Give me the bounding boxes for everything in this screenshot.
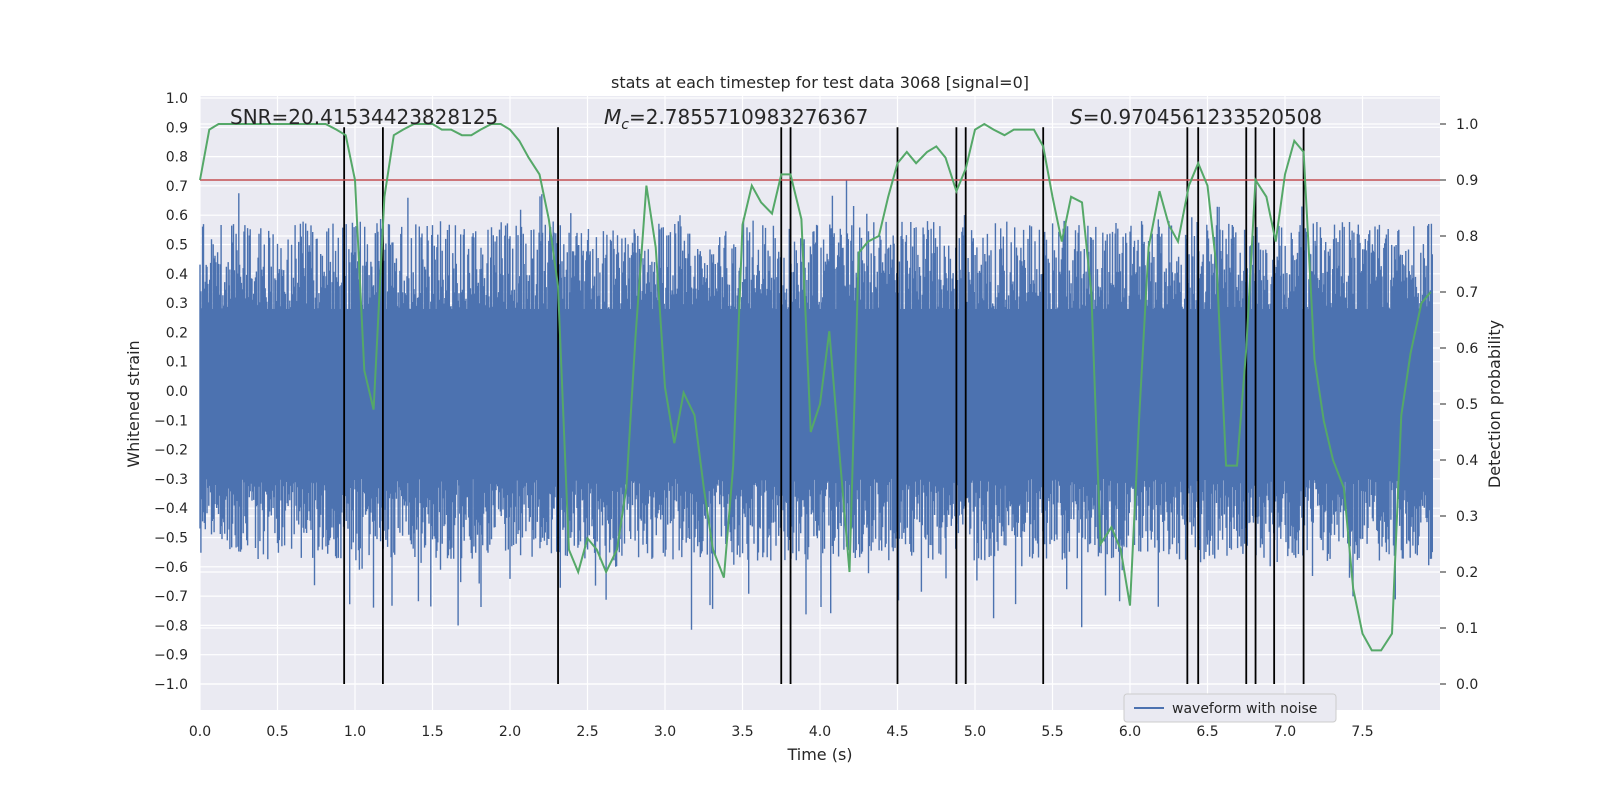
y-right-tick-label: 0.8 — [1456, 229, 1478, 245]
y-left-tick-label: 0.0 — [166, 384, 188, 400]
mc-subscript: c — [621, 117, 629, 133]
x-tick-label: 6.5 — [1196, 724, 1218, 740]
y-left-tick-label: −0.6 — [154, 560, 188, 576]
legend-box — [1123, 693, 1337, 723]
x-tick-label: 3.0 — [654, 724, 676, 740]
probability-series-line — [199, 122, 1432, 652]
y-left-tick-label: −0.5 — [154, 531, 188, 547]
x-tick-label: 1.0 — [344, 724, 366, 740]
y-left-tick-label: 0.1 — [166, 355, 188, 371]
x-tick-label: 5.5 — [1041, 724, 1063, 740]
y-right-tick-label: 0.0 — [1456, 677, 1478, 693]
y-right-tick-label: 0.2 — [1456, 565, 1478, 581]
y-right-tick-label: 0.4 — [1456, 453, 1478, 469]
y-right-tick-label: 0.5 — [1456, 397, 1478, 413]
y-right-tick-label: 0.6 — [1456, 341, 1478, 357]
y-right-tick-label: 1.0 — [1456, 117, 1478, 133]
y-right-axis-label: Detection probability — [1485, 320, 1504, 488]
y-left-tick-label: 0.9 — [166, 120, 188, 136]
y-left-tick-label: −0.4 — [154, 501, 188, 517]
legend: waveform with noise — [1123, 693, 1337, 723]
y-left-tick-label: 0.2 — [166, 325, 188, 341]
y-left-tick-label: 0.8 — [166, 150, 188, 166]
mc-value: =2.7855710983276367 — [629, 105, 868, 129]
y-right-tick-label: 0.9 — [1456, 173, 1478, 189]
waveform-series — [199, 180, 1433, 630]
y-left-tick-label: −0.2 — [154, 443, 188, 459]
y-left-tick-label: 1.0 — [166, 91, 188, 107]
mc-symbol: M — [604, 105, 621, 129]
y-left-axis-label: Whitened strain — [124, 340, 143, 467]
y-left-tick-label: 0.4 — [166, 267, 188, 283]
x-axis-ticks: 0.0 0.5 1.0 1.5 2.0 2.5 3.0 3.5 4.0 4.5 5.0 5.5 6.0 6… — [189, 724, 1374, 740]
y-left-tick-label: 0.3 — [166, 296, 188, 312]
x-tick-label: 2.5 — [576, 724, 598, 740]
y-left-tick-label: −0.7 — [154, 589, 188, 605]
y-left-tick-label: 0.6 — [166, 208, 188, 224]
y-left-tick-label: 0.7 — [166, 179, 188, 195]
snr-annotation: SNR=20.41534423828125 — [230, 105, 498, 129]
y-left-tick-label: 0.5 — [166, 238, 188, 254]
y-right-tick-label: 0.1 — [1456, 621, 1478, 637]
x-tick-label: 4.5 — [886, 724, 908, 740]
x-tick-label: 0.5 — [266, 724, 288, 740]
y-right-tick-label: 0.3 — [1456, 509, 1478, 525]
y-left-tick-label: −1.0 — [154, 677, 188, 693]
marker-lines — [343, 127, 1305, 684]
legend-label: waveform with noise — [1172, 701, 1317, 717]
x-tick-label: 7.0 — [1274, 724, 1296, 740]
s-value: =0.9704561233520508 — [1083, 105, 1322, 129]
x-tick-label: 1.5 — [421, 724, 443, 740]
y-left-tick-label: −0.9 — [154, 648, 188, 664]
mc-annotation: Mc=2.7855710983276367 — [604, 105, 868, 133]
s-symbol: S — [1070, 105, 1083, 129]
y-right-axis-ticks: 0.0 0.1 0.2 0.3 0.4 0.5 0.6 0.7 0.8 0.9 1.0 — [1440, 117, 1478, 693]
x-tick-label: 3.5 — [731, 724, 753, 740]
y-left-axis-ticks: −1.0 −0.9 −0.8 −0.7 −0.6 −0.5 −0.4 −0.3 −0.2 −0.1… — [154, 91, 188, 693]
x-axis-label: Time (s) — [786, 745, 852, 764]
x-tick-label: 2.0 — [499, 724, 521, 740]
y-right-tick-label: 0.7 — [1456, 285, 1478, 301]
s-annotation: S=0.9704561233520508 — [1070, 105, 1322, 129]
chart-title: stats at each timestep for test data 306… — [611, 73, 1029, 92]
y-left-tick-label: −0.1 — [154, 413, 188, 429]
x-tick-label: 6.0 — [1119, 724, 1141, 740]
y-left-tick-label: −0.8 — [154, 618, 188, 634]
x-tick-label: 5.0 — [964, 724, 986, 740]
x-tick-label: 4.0 — [809, 724, 831, 740]
waveform-core — [200, 308, 1433, 476]
x-tick-label: 0.0 — [189, 724, 211, 740]
x-tick-label: 7.5 — [1351, 724, 1373, 740]
y-left-tick-label: −0.3 — [154, 472, 188, 488]
